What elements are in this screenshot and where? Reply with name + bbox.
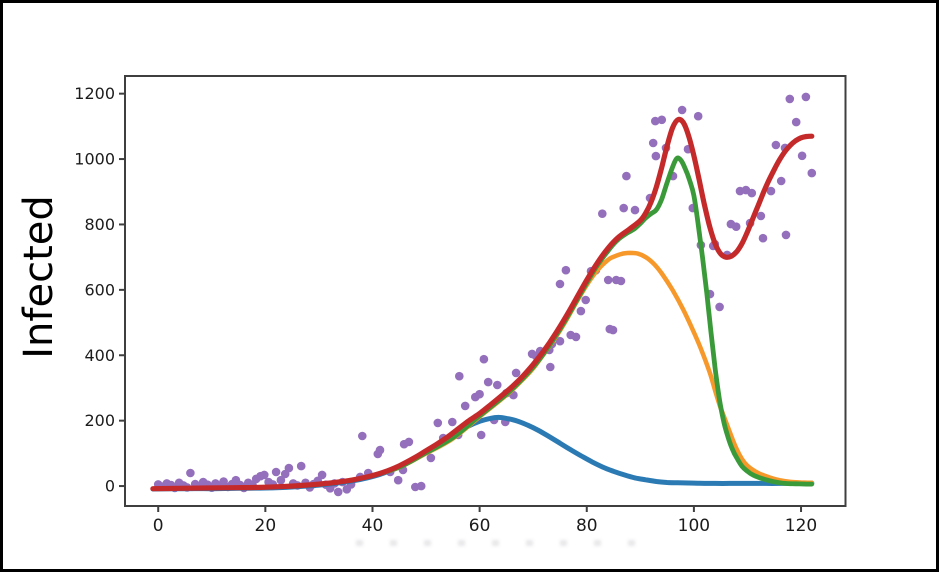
data-point xyxy=(776,176,786,186)
plot-spines xyxy=(124,75,847,507)
data-point xyxy=(576,306,586,316)
data-point xyxy=(475,389,484,399)
data-point xyxy=(476,430,486,440)
data-point xyxy=(479,354,489,364)
y-tick-label-0: 0 xyxy=(105,477,115,496)
data-point xyxy=(271,467,281,477)
data-point xyxy=(801,92,811,102)
data-point xyxy=(393,475,403,485)
data-point xyxy=(561,265,571,275)
data-point xyxy=(284,463,294,473)
data-point xyxy=(807,168,817,178)
y-tick-label-400: 400 xyxy=(84,346,115,365)
data-point xyxy=(555,279,565,289)
y-tick-label-600: 600 xyxy=(84,280,115,299)
erased-caption-remnant xyxy=(356,540,648,546)
data-point xyxy=(677,105,687,115)
x-tick-label-120: 120 xyxy=(785,516,817,536)
x-tick-label-80: 80 xyxy=(576,516,598,536)
data-point xyxy=(771,140,781,150)
data-point xyxy=(186,468,195,478)
data-point xyxy=(483,377,493,387)
data-point xyxy=(581,295,590,305)
data-point xyxy=(375,445,385,455)
data-point xyxy=(493,380,502,390)
data-point xyxy=(619,203,628,213)
data-point xyxy=(433,418,443,428)
x-tick-label-40: 40 xyxy=(362,516,384,536)
data-point xyxy=(296,461,306,471)
x-tick-label-100: 100 xyxy=(678,516,710,536)
data-point xyxy=(333,487,343,497)
total-fit-curve xyxy=(150,116,815,492)
data-point xyxy=(571,332,581,342)
data-point xyxy=(758,233,768,243)
x-tick-label-60: 60 xyxy=(469,516,491,536)
data-point xyxy=(756,211,766,221)
data-point xyxy=(630,205,640,215)
data-point xyxy=(511,368,521,378)
data-point xyxy=(731,222,741,231)
data-point xyxy=(608,325,618,335)
data-point xyxy=(785,94,795,104)
data-point xyxy=(358,431,367,441)
data-point xyxy=(546,362,555,372)
scatter-points xyxy=(153,92,817,497)
y-tick-label-1000: 1000 xyxy=(74,150,115,169)
data-point xyxy=(715,302,724,312)
data-point xyxy=(781,230,791,240)
y-tick-label-800: 800 xyxy=(84,215,115,234)
data-point xyxy=(693,111,703,121)
data-point xyxy=(791,117,801,127)
x-tick-label-0: 0 xyxy=(153,516,164,536)
data-point xyxy=(616,276,626,286)
data-point xyxy=(317,470,327,480)
data-point xyxy=(622,171,631,181)
data-point xyxy=(260,470,269,480)
data-point xyxy=(426,453,436,463)
data-point xyxy=(404,437,414,447)
data-point xyxy=(416,481,426,491)
data-point xyxy=(555,336,565,346)
data-point xyxy=(657,115,667,125)
wave-1-component-curve xyxy=(150,414,815,492)
data-point xyxy=(651,151,661,161)
data-point xyxy=(455,371,464,381)
data-point xyxy=(766,186,776,196)
data-point xyxy=(747,188,757,198)
data-point xyxy=(598,209,607,218)
wave-3-component-curve xyxy=(370,155,815,487)
data-point xyxy=(603,275,613,285)
x-tick-label-20: 20 xyxy=(255,516,277,536)
data-point xyxy=(651,116,660,126)
data-point xyxy=(648,138,658,148)
data-point xyxy=(448,417,457,427)
y-tick-label-1200: 1200 xyxy=(74,84,115,103)
y-tick-label-200: 200 xyxy=(84,411,115,430)
data-point xyxy=(460,401,470,411)
data-point xyxy=(797,151,807,161)
data-point xyxy=(276,475,286,485)
